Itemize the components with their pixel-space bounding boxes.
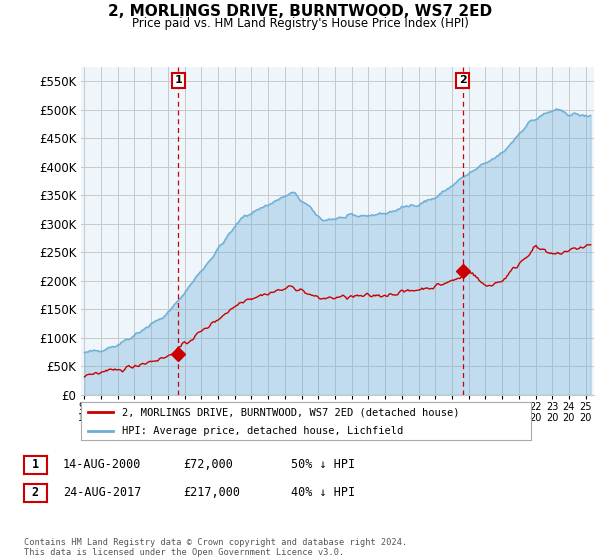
Text: Price paid vs. HM Land Registry's House Price Index (HPI): Price paid vs. HM Land Registry's House … [131, 17, 469, 30]
Text: 1: 1 [32, 458, 39, 472]
Text: 40% ↓ HPI: 40% ↓ HPI [291, 486, 355, 500]
Text: £72,000: £72,000 [183, 458, 233, 472]
Text: 14-AUG-2000: 14-AUG-2000 [63, 458, 142, 472]
Text: 1: 1 [175, 76, 182, 85]
Text: HPI: Average price, detached house, Lichfield: HPI: Average price, detached house, Lich… [121, 426, 403, 436]
Text: 2, MORLINGS DRIVE, BURNTWOOD, WS7 2ED: 2, MORLINGS DRIVE, BURNTWOOD, WS7 2ED [108, 4, 492, 19]
Text: £217,000: £217,000 [183, 486, 240, 500]
Text: Contains HM Land Registry data © Crown copyright and database right 2024.
This d: Contains HM Land Registry data © Crown c… [24, 538, 407, 557]
Text: 50% ↓ HPI: 50% ↓ HPI [291, 458, 355, 472]
Text: 2: 2 [459, 76, 467, 85]
Text: 2, MORLINGS DRIVE, BURNTWOOD, WS7 2ED (detached house): 2, MORLINGS DRIVE, BURNTWOOD, WS7 2ED (d… [121, 407, 459, 417]
Text: 24-AUG-2017: 24-AUG-2017 [63, 486, 142, 500]
Text: 2: 2 [32, 486, 39, 500]
